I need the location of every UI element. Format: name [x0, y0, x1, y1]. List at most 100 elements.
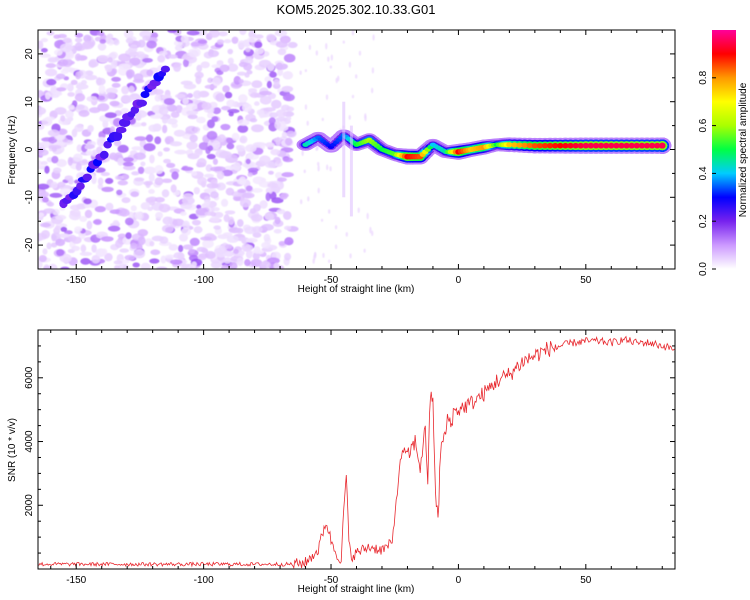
noise-blob	[67, 156, 73, 166]
noise-blob	[208, 30, 220, 38]
noise-blob	[210, 191, 219, 199]
snr-y-ticks: 2000 4000 6000	[24, 329, 675, 570]
noise-blob	[39, 141, 52, 149]
noise-blob	[158, 106, 169, 115]
noise-blob	[252, 252, 260, 261]
noise-blob	[266, 80, 272, 89]
noise-blob	[279, 120, 286, 130]
noise-blob	[236, 219, 244, 228]
noise-blob	[170, 184, 177, 193]
noise-blob	[104, 253, 113, 262]
spectrogram-y-tick-label: 20	[24, 48, 35, 60]
noise-blob	[71, 245, 80, 251]
noise-blob	[252, 232, 262, 238]
streak-blob	[99, 150, 109, 159]
noise-blob	[170, 111, 180, 118]
band-blob	[638, 142, 646, 149]
snr-frame	[37, 329, 676, 570]
noise-blob	[159, 236, 169, 244]
noise-blob	[182, 220, 190, 230]
band-blob	[567, 142, 574, 149]
noise-blob	[163, 158, 171, 164]
spectrogram-y-tick-label: -20	[24, 237, 35, 252]
noise-blob	[79, 251, 93, 256]
snr-x-ticks: -150 -100 -50 0 50	[50, 330, 663, 586]
noise-blob	[245, 249, 253, 259]
noise-blob	[57, 181, 66, 188]
noise-blob	[74, 42, 83, 52]
noise-blob	[101, 186, 114, 193]
band-blob	[506, 142, 513, 148]
noise-blob	[195, 75, 202, 85]
noise-blob	[107, 225, 121, 232]
noise-blob	[80, 258, 91, 265]
noise-blob	[70, 79, 78, 86]
noise-blob	[269, 71, 277, 78]
noise-blob	[206, 153, 216, 160]
noise-blob	[118, 208, 130, 217]
noise-blob	[39, 191, 50, 198]
noise-blob	[58, 233, 70, 239]
noise-blob	[154, 136, 162, 145]
noise-speckle	[351, 30, 355, 36]
noise-blob	[56, 159, 67, 168]
noise-blob	[125, 232, 132, 240]
spectrogram-x-ticks: -150 -100 -50 0 50	[50, 30, 663, 286]
noise-blob	[71, 209, 81, 218]
noise-blob	[248, 88, 258, 93]
band-blob	[628, 142, 635, 149]
noise-blob	[211, 207, 220, 212]
noise-speckle	[325, 94, 329, 100]
noise-blob	[130, 44, 138, 49]
snr-x-label: Height of straight line (km)	[298, 584, 415, 595]
noise-blob	[224, 91, 233, 99]
spectrogram-x-tick-label: -50	[324, 275, 339, 286]
spike-blob	[342, 101, 346, 198]
noise-blob	[239, 135, 248, 144]
noise-blob	[158, 50, 168, 56]
noise-blob	[111, 82, 121, 88]
streak-blob	[140, 90, 150, 99]
noise-blob	[275, 109, 287, 118]
noise-blob	[204, 199, 211, 206]
noise-blob	[161, 116, 168, 124]
noise-speckle	[366, 212, 369, 220]
noise-blob	[39, 53, 51, 58]
noise-blob	[274, 216, 281, 225]
noise-blob	[196, 116, 206, 124]
noise-blob	[97, 55, 109, 64]
noise-blobs	[38, 30, 375, 269]
noise-blob	[141, 122, 147, 127]
noise-blob	[97, 183, 104, 190]
colorbar-tick-label: 0.0	[698, 262, 709, 276]
noise-blob	[117, 144, 129, 153]
noise-blob	[91, 254, 101, 264]
band-blob	[562, 142, 569, 149]
noise-blob	[275, 172, 283, 179]
noise-blob	[264, 212, 275, 221]
noise-blob	[46, 242, 52, 250]
noise-blob	[75, 162, 82, 171]
noise-blob	[131, 171, 140, 176]
noise-blob	[241, 103, 252, 113]
noise-blob	[281, 131, 288, 139]
noise-blob	[67, 83, 74, 92]
noise-blob	[264, 76, 272, 83]
diagonal-streak	[59, 65, 171, 209]
noise-blob	[44, 91, 51, 100]
noise-speckle	[306, 120, 309, 126]
noise-blob	[104, 177, 114, 185]
noise-blob	[105, 34, 111, 44]
noise-blob	[237, 40, 246, 50]
noise-blob	[197, 39, 208, 44]
noise-blob	[207, 112, 214, 119]
band-blob	[546, 142, 554, 149]
noise-speckle	[348, 61, 352, 68]
noise-blob	[55, 238, 66, 247]
spectrogram-x-label: Height of straight line (km)	[298, 284, 415, 295]
noise-blob	[285, 116, 292, 121]
snr-x-tick-label: 0	[456, 575, 462, 586]
noise-blob	[57, 59, 69, 67]
noise-blob	[219, 150, 232, 159]
noise-blob	[97, 95, 106, 101]
